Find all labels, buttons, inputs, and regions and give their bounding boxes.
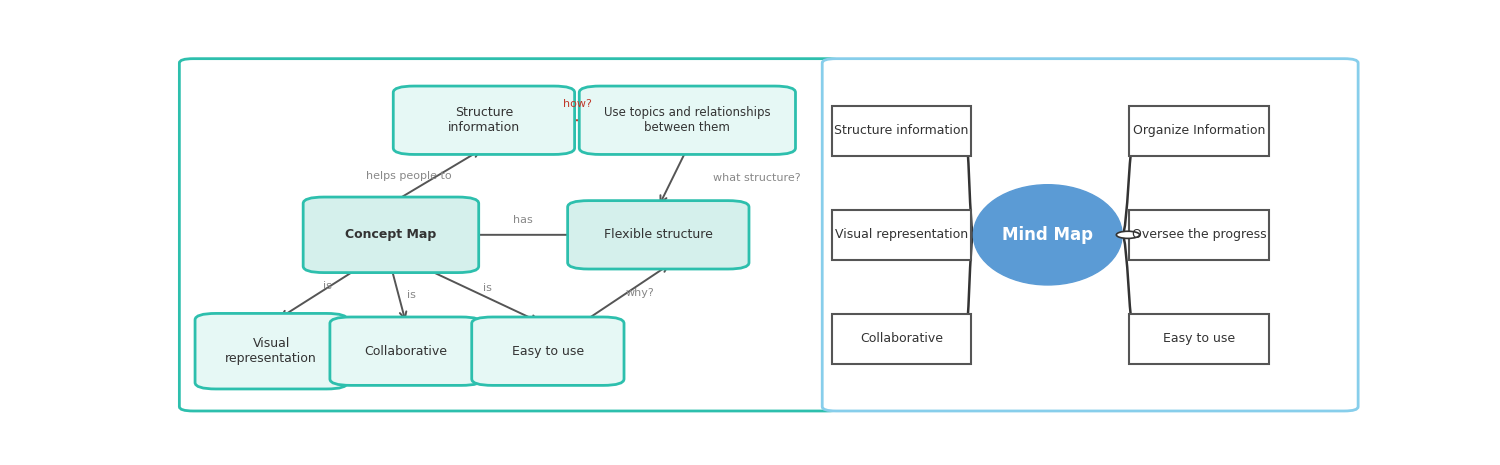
FancyBboxPatch shape: [471, 317, 624, 385]
Text: Easy to use: Easy to use: [1162, 332, 1234, 345]
Text: is: is: [483, 283, 492, 292]
FancyBboxPatch shape: [180, 59, 842, 411]
Text: is: is: [322, 281, 332, 291]
Ellipse shape: [974, 185, 1122, 285]
Text: Collaborative: Collaborative: [364, 345, 447, 358]
Text: Structure information: Structure information: [834, 125, 969, 138]
Circle shape: [1116, 231, 1140, 239]
FancyBboxPatch shape: [1130, 210, 1269, 260]
FancyBboxPatch shape: [831, 313, 970, 364]
FancyBboxPatch shape: [330, 317, 482, 385]
FancyBboxPatch shape: [567, 200, 748, 269]
Text: why?: why?: [626, 288, 654, 298]
Text: is: is: [408, 290, 417, 300]
Text: helps people to: helps people to: [366, 171, 452, 181]
FancyBboxPatch shape: [1130, 313, 1269, 364]
Text: Organize Information: Organize Information: [1132, 125, 1264, 138]
FancyBboxPatch shape: [1130, 106, 1269, 156]
FancyBboxPatch shape: [303, 197, 478, 272]
Text: Collaborative: Collaborative: [859, 332, 944, 345]
Text: Oversee the progress: Oversee the progress: [1131, 228, 1266, 241]
Text: what structure?: what structure?: [714, 173, 801, 183]
FancyBboxPatch shape: [831, 210, 970, 260]
Text: Structure
information: Structure information: [448, 106, 520, 134]
Text: Visual representation: Visual representation: [834, 228, 968, 241]
Text: Visual
representation: Visual representation: [225, 337, 316, 365]
Text: how?: how?: [562, 99, 591, 109]
FancyBboxPatch shape: [822, 59, 1358, 411]
Text: has: has: [513, 215, 532, 225]
Text: Mind Map: Mind Map: [1002, 226, 1094, 244]
Text: Use topics and relationships
between them: Use topics and relationships between the…: [604, 106, 771, 134]
FancyBboxPatch shape: [195, 313, 348, 389]
FancyBboxPatch shape: [579, 86, 795, 154]
Text: Easy to use: Easy to use: [512, 345, 584, 358]
Text: Flexible structure: Flexible structure: [604, 228, 712, 241]
Text: Concept Map: Concept Map: [345, 228, 436, 241]
FancyBboxPatch shape: [831, 106, 970, 156]
FancyBboxPatch shape: [393, 86, 574, 154]
